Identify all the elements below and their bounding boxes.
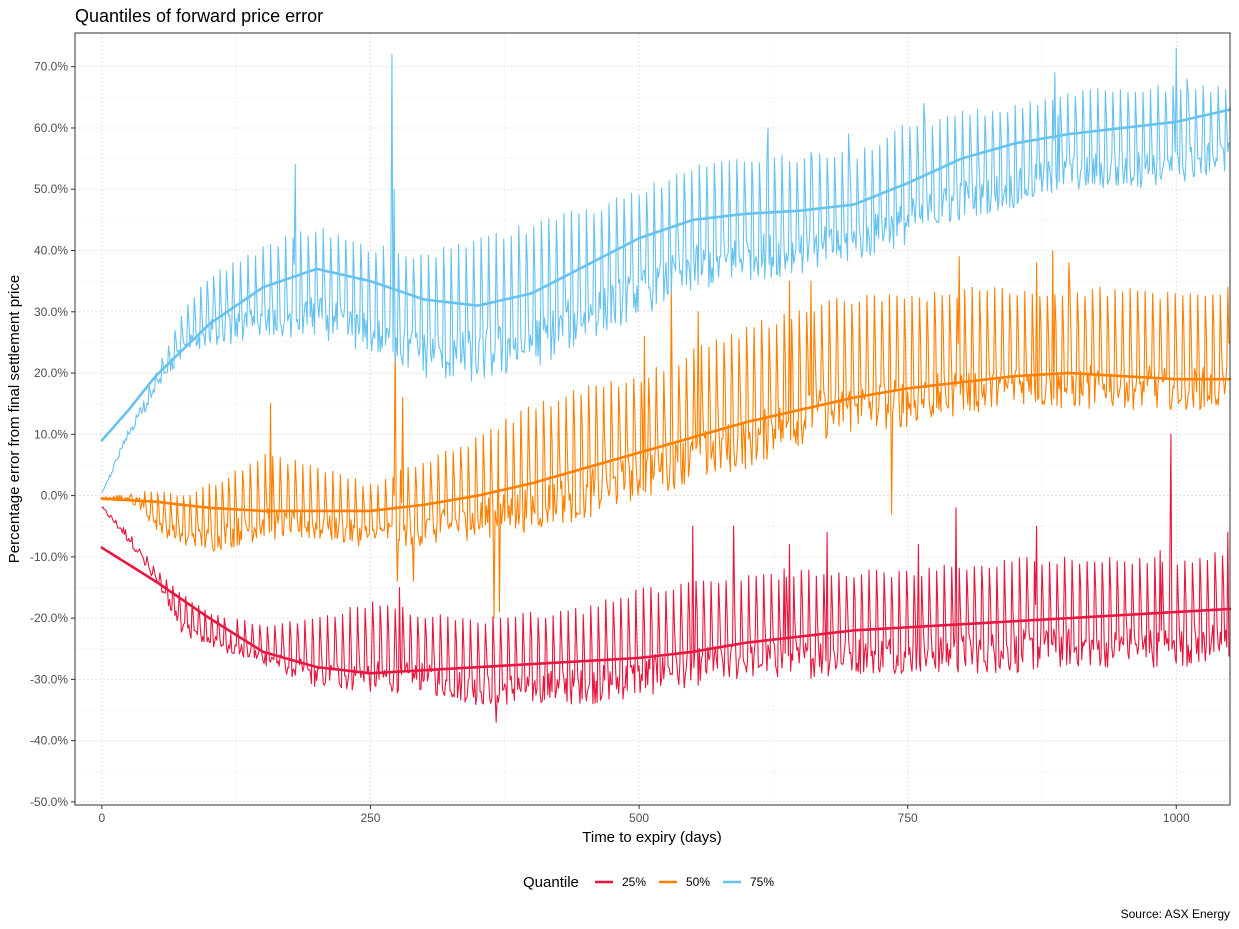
legend-label-50pct: 50% bbox=[686, 875, 710, 889]
x-tick-label: 500 bbox=[629, 811, 649, 825]
y-tick-label: 0.0% bbox=[41, 489, 69, 503]
y-tick-label: -10.0% bbox=[30, 550, 68, 564]
y-tick-label: -20.0% bbox=[30, 611, 68, 625]
y-tick-label: -30.0% bbox=[30, 672, 68, 686]
legend-title: Quantile bbox=[523, 874, 579, 891]
chart-title: Quantiles of forward price error bbox=[75, 6, 323, 26]
series-75pct-trend-line bbox=[100, 108, 1232, 442]
legend-items: 25% 50% 75% bbox=[595, 875, 774, 889]
legend-label-25pct: 25% bbox=[622, 875, 646, 889]
y-tick-label: -40.0% bbox=[30, 734, 68, 748]
x-tick-label: 250 bbox=[360, 811, 380, 825]
x-tick-label: 750 bbox=[898, 811, 918, 825]
x-tick-label: 0 bbox=[99, 811, 106, 825]
y-tick-label: 70.0% bbox=[34, 60, 68, 74]
series-layer bbox=[100, 47, 1232, 723]
y-tick-label: 30.0% bbox=[34, 305, 68, 319]
y-tick-label: 40.0% bbox=[34, 244, 68, 258]
legend: Quantile 25% 50% 75% bbox=[523, 874, 774, 891]
x-tick-label: 1000 bbox=[1163, 811, 1190, 825]
grid-layer bbox=[75, 33, 1230, 805]
y-tick-label: 10.0% bbox=[34, 427, 68, 441]
axis-layer: 0 250 500 750 1000 -50.0% -40.0% -30.0% -20.0% -1… bbox=[30, 60, 1190, 825]
series-50pct-daily-line bbox=[101, 249, 1230, 619]
series-50pct-trend-line bbox=[100, 371, 1232, 513]
y-tick-label: 20.0% bbox=[34, 366, 68, 380]
y-tick-label: 60.0% bbox=[34, 121, 68, 135]
y-axis-title: Percentage error from final settlement p… bbox=[6, 275, 23, 563]
y-tick-label: -50.0% bbox=[30, 795, 68, 809]
chart-caption: Source: ASX Energy bbox=[1121, 907, 1230, 921]
series-25pct-trend-line bbox=[100, 546, 1232, 675]
y-tick-label: 50.0% bbox=[34, 182, 68, 196]
plot-panel-border bbox=[74, 32, 1231, 806]
series-75pct-daily-line bbox=[101, 47, 1230, 494]
x-axis-title: Time to expiry (days) bbox=[582, 829, 721, 846]
legend-label-75pct: 75% bbox=[750, 875, 774, 889]
